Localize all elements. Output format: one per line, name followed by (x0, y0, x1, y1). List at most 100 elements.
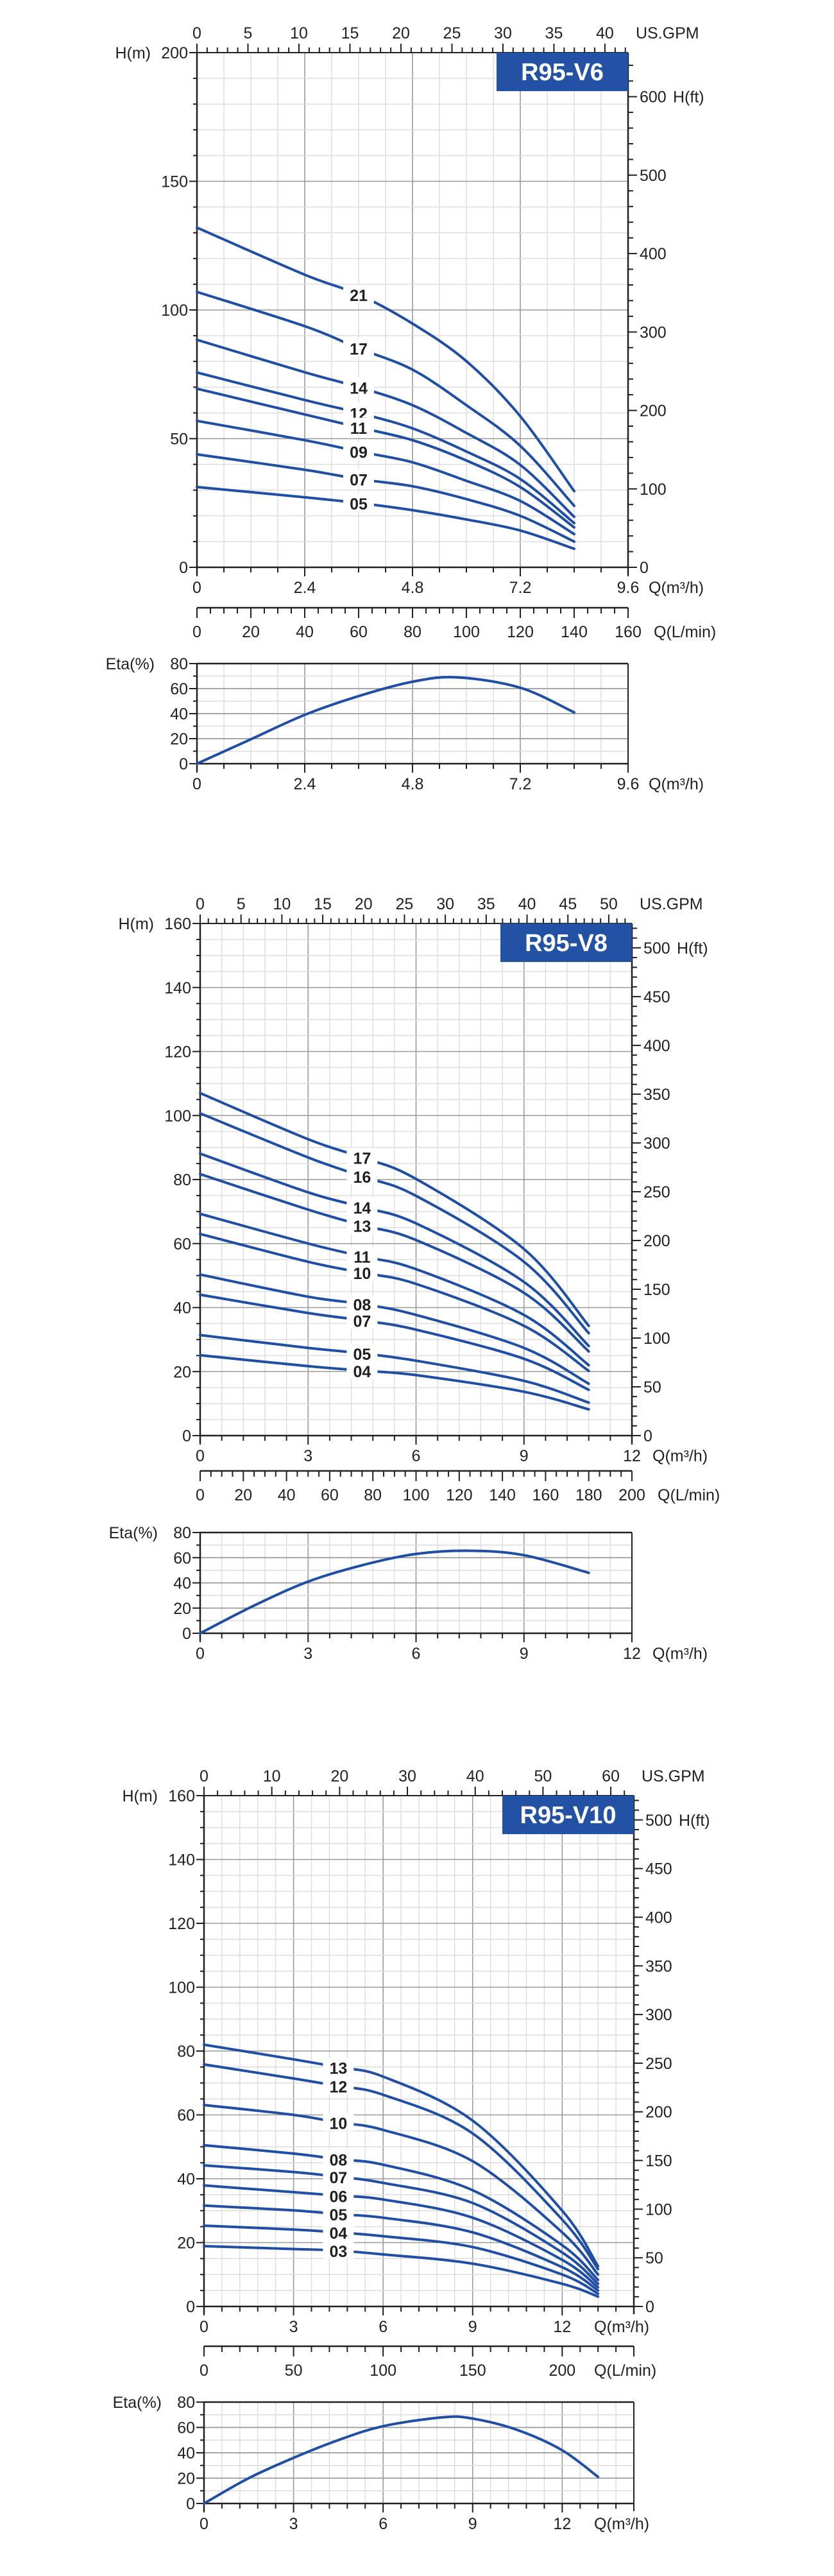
eta-y-tick-label: 80 (177, 2394, 195, 2412)
y-tick-label: 60 (177, 2107, 195, 2125)
eta-x-tick-label: 0 (192, 775, 201, 793)
eta-y-tick-label: 60 (170, 680, 188, 698)
gpm-tick-label: 30 (398, 1767, 416, 1785)
lpm-axis: 0 50 100 150 200 Q(L/min) (200, 2345, 656, 2380)
ft-tick-label: 100 (640, 481, 667, 499)
eta-x-axis-title: Q(m³/h) (652, 1645, 708, 1663)
ft-tick-label: 450 (643, 988, 670, 1006)
gpm-tick-label: 5 (244, 24, 253, 42)
lpm-axis-title: Q(L/min) (594, 2362, 656, 2380)
y-tick-label: 100 (164, 1107, 191, 1125)
y-tick-label: 140 (164, 979, 191, 997)
head-curve-05 (203, 2204, 600, 2292)
curve-label-17: 17 (350, 341, 368, 359)
gpm-tick-label: 15 (314, 895, 332, 913)
curve-label-bg (323, 2240, 354, 2259)
curve-label-bg (346, 1246, 378, 1265)
curve-label-07: 07 (329, 2169, 347, 2187)
gpm-tick-label: 30 (436, 895, 454, 913)
model-badge (500, 923, 632, 962)
x-axis-title: Q(m³/h) (652, 1447, 708, 1465)
eta-y-tick-label: 0 (186, 2495, 195, 2513)
gpm-tick-label: 10 (290, 24, 308, 42)
curve-label-17: 17 (353, 1150, 371, 1168)
x-tick-label: 12 (553, 2318, 571, 2336)
eta-x-tick-label: 0 (196, 1645, 205, 1663)
lpm-tick-label: 0 (196, 1486, 205, 1504)
ft-tick-label: 350 (645, 1957, 672, 1975)
ft-tick-label: 200 (643, 1232, 670, 1250)
lpm-tick-label: 140 (561, 623, 588, 641)
lpm-axis: 0 20 40 60 80 100 120 140 160 180 200 Q(L/min) (196, 1470, 720, 1504)
x-tick-label: 0 (192, 579, 201, 597)
curve-label-06: 06 (329, 2188, 347, 2206)
efficiency-curve (203, 2415, 600, 2505)
eta-x-tick-label: 9.6 (617, 775, 640, 793)
curve-label-05: 05 (329, 2206, 347, 2224)
y-tick-label: 160 (164, 915, 191, 933)
ft-tick-label: 250 (643, 1183, 670, 1201)
y-tick-label: 100 (161, 302, 188, 320)
head-grid (197, 53, 628, 567)
ft-tick-label: 100 (645, 2201, 672, 2219)
ft-tick-label: 150 (643, 1281, 670, 1299)
x-axis-title: Q(m³/h) (649, 579, 704, 597)
gpm-axis-title: US.GPM (642, 1767, 705, 1785)
eta-x-tick-label: 9 (468, 2515, 477, 2533)
curve-label-bg (323, 2076, 354, 2095)
curve-label-07: 07 (353, 1312, 371, 1330)
lpm-tick-label: 150 (459, 2362, 486, 2380)
efficiency-chart: 0 20 40 60 80 Eta(%) 0 3 6 9 12 Q(m³/h) (109, 1524, 708, 1663)
gpm-tick-label: 45 (559, 895, 577, 913)
ft-axis-title: H(ft) (679, 1812, 710, 1830)
ft-tick-label: 50 (645, 2249, 663, 2267)
ft-tick-label: 400 (645, 1909, 672, 1927)
x-tick-label: 12 (623, 1447, 641, 1465)
ft-tick-label: 300 (643, 1135, 670, 1153)
ft-tick-label: 200 (640, 402, 667, 420)
curve-label-bg (323, 2204, 354, 2223)
y-tick-label: 80 (173, 1171, 191, 1189)
curve-label-04: 04 (353, 1363, 371, 1381)
gpm-tick-label: 0 (196, 895, 205, 913)
gpm-axis-title: US.GPM (640, 895, 703, 913)
y-tick-label: 160 (168, 1787, 195, 1805)
head-curve-07 (199, 1293, 590, 1391)
x-tick-label: 3 (289, 2318, 298, 2336)
curve-label-13: 13 (329, 2059, 347, 2077)
eta-x-tick-label: 12 (553, 2515, 571, 2533)
curve-label-08: 08 (329, 2152, 347, 2170)
x-tick-label: 2.4 (294, 579, 316, 597)
lpm-tick-label: 20 (242, 623, 260, 641)
model-badge (497, 53, 628, 91)
gpm-tick-label: 20 (355, 895, 373, 913)
lpm-tick-label: 0 (200, 2362, 208, 2380)
ft-tick-label: 500 (645, 1812, 672, 1830)
head-curve-17 (199, 1092, 590, 1327)
curve-label-14: 14 (350, 379, 368, 397)
y-tick-label: 0 (186, 2298, 195, 2316)
ft-axis-title: H(ft) (673, 89, 704, 107)
eta-x-tick-label: 9 (520, 1645, 529, 1663)
x-tick-label: 9 (468, 2318, 477, 2336)
y-tick-label: 140 (168, 1851, 195, 1869)
y-tick-label: 100 (168, 1979, 195, 1997)
model-title: R95-V6 (521, 59, 604, 86)
x-tick-label: 6 (379, 2318, 387, 2336)
eta-y-tick-label: 0 (179, 755, 188, 773)
curve-label-bg (323, 2167, 354, 2186)
curve-label-16: 16 (353, 1169, 371, 1187)
head-curve-03 (203, 2245, 600, 2298)
efficiency-chart: 0 20 40 60 80 Eta(%) 0 3 6 9 12 Q(m³/h) (113, 2394, 650, 2533)
lpm-tick-label: 40 (278, 1486, 296, 1504)
eta-y-tick-label: 60 (173, 1549, 191, 1567)
curve-label-bg (323, 2149, 354, 2168)
curve-label-bg (346, 1197, 378, 1215)
lpm-tick-label: 120 (507, 623, 534, 641)
eta-y-tick-label: 80 (173, 1524, 191, 1542)
y-tick-label: 120 (164, 1043, 191, 1061)
lpm-tick-label: 140 (489, 1486, 516, 1504)
lpm-tick-label: 80 (364, 1486, 382, 1504)
head-curve-05 (196, 485, 575, 551)
lpm-tick-label: 60 (350, 623, 368, 641)
